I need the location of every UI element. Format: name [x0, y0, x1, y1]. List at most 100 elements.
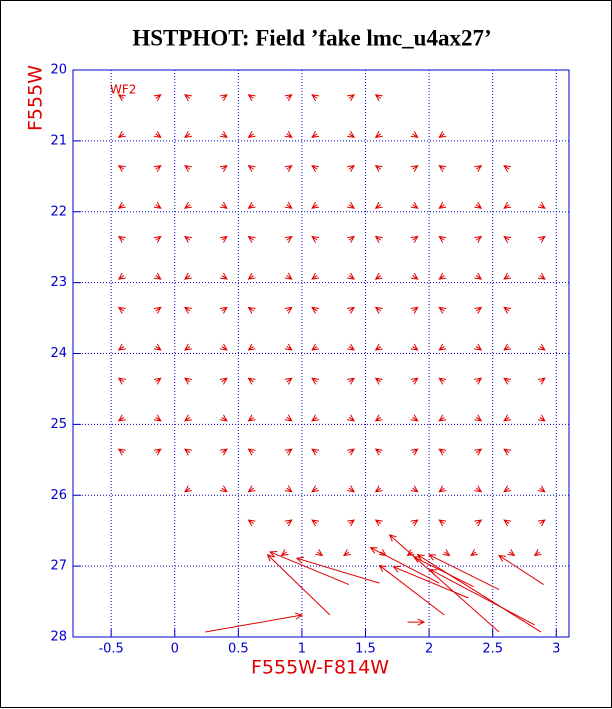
x-tick-label: 1.5 [355, 642, 376, 657]
arrow [503, 201, 512, 209]
arrow [183, 306, 192, 314]
arrow [153, 235, 162, 243]
arrow [429, 569, 535, 626]
arrow [438, 306, 447, 314]
arrow [183, 94, 192, 102]
arrow [503, 448, 512, 456]
arrow [503, 519, 512, 527]
arrow [537, 235, 546, 243]
arrow [507, 549, 516, 557]
arrow [266, 553, 331, 616]
arrow [311, 377, 320, 385]
arrow [438, 201, 447, 209]
arrow [347, 235, 356, 243]
arrow [183, 130, 192, 138]
arrow [219, 94, 228, 102]
arrow [410, 519, 419, 527]
arrow [537, 343, 546, 351]
arrow [219, 235, 228, 243]
arrow [153, 343, 162, 351]
arrow [474, 485, 483, 493]
arrow [284, 306, 293, 314]
y-tick-label: 27 [50, 559, 67, 574]
arrow [183, 377, 192, 385]
arrow [284, 201, 293, 209]
arrow [219, 272, 228, 280]
arrow [219, 448, 228, 456]
arrow [247, 272, 256, 280]
arrow [219, 414, 228, 422]
arrow [153, 377, 162, 385]
arrow [311, 306, 320, 314]
arrow [117, 201, 126, 209]
arrow [183, 272, 192, 280]
arrow [284, 235, 293, 243]
arrow [219, 485, 228, 493]
x-tick-label: 0.5 [228, 642, 249, 657]
arrow [347, 94, 356, 102]
arrow [537, 519, 546, 527]
y-tick-label: 20 [50, 63, 67, 78]
arrow [219, 377, 228, 385]
arrow [219, 343, 228, 351]
arrow [410, 485, 419, 493]
arrow [311, 485, 320, 493]
arrow [533, 549, 542, 557]
arrow [347, 165, 356, 173]
arrow [153, 306, 162, 314]
arrow [347, 201, 356, 209]
arrow [311, 235, 320, 243]
arrow [347, 130, 356, 138]
x-tick-label: 2 [425, 642, 433, 657]
arrow [378, 564, 445, 616]
arrow [438, 165, 447, 173]
arrow [153, 165, 162, 173]
arrow [183, 201, 192, 209]
arrow [311, 519, 320, 527]
arrow [374, 94, 383, 102]
arrow [416, 554, 542, 633]
arrow [284, 272, 293, 280]
arrow [347, 343, 356, 351]
arrow [374, 377, 383, 385]
arrow [153, 201, 162, 209]
x-tick-label: 1 [298, 642, 306, 657]
arrow [438, 485, 447, 493]
arrow [503, 306, 512, 314]
arrow [117, 272, 126, 280]
arrow [247, 485, 256, 493]
arrow [474, 414, 483, 422]
arrow [247, 448, 256, 456]
arrow [470, 549, 479, 557]
arrow [374, 306, 383, 314]
arrow [280, 549, 289, 557]
arrow [347, 414, 356, 422]
arrow [537, 485, 546, 493]
y-tick-label: 25 [50, 417, 67, 432]
arrow [247, 343, 256, 351]
arrow [117, 448, 126, 456]
arrow [438, 377, 447, 385]
arrow [474, 272, 483, 280]
arrow [410, 448, 419, 456]
arrow [410, 201, 419, 209]
arrow [311, 343, 320, 351]
arrow [183, 343, 192, 351]
arrow [183, 414, 192, 422]
arrow [347, 272, 356, 280]
arrow [284, 485, 293, 493]
arrow [117, 343, 126, 351]
x-axis-label: F555W-F814W [251, 657, 389, 679]
arrow [284, 377, 293, 385]
arrow [388, 534, 500, 633]
arrow [503, 165, 512, 173]
arrow [410, 130, 419, 138]
y-axis-label: F555W [25, 65, 47, 131]
arrow [503, 343, 512, 351]
arrow [295, 556, 380, 584]
annotation: WF2 [110, 83, 136, 97]
arrow [153, 414, 162, 422]
arrow [438, 414, 447, 422]
x-tick-label: 2.5 [482, 642, 503, 657]
